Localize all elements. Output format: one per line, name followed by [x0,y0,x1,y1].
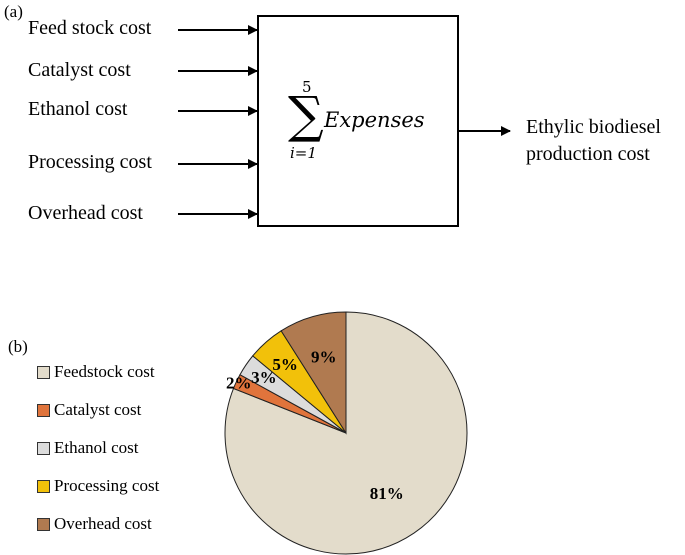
pie-label-processing: 5% [272,355,298,374]
legend-label-ethanol: Ethanol cost [54,438,139,457]
legend-label-overhead: Overhead cost [54,514,152,533]
output-label-line-2: production cost [526,143,650,165]
legend-swatch-processing [37,480,50,493]
input-label-feedstock: Feed stock cost [28,17,152,39]
summation-box [257,15,459,227]
output-label: Ethylic biodiesel production cost [526,114,661,168]
input-label-ethanol: Ethanol cost [28,98,128,120]
output-label-line-1: Ethylic biodiesel [526,116,661,138]
sum-upper-limit: 5 [302,78,312,96]
legend-label-feedstock: Feedstock cost [54,362,155,381]
input-label-processing: Processing cost [28,151,152,173]
pie-chart: 81% 2% 3%5% 9% [224,311,468,555]
summation-formula: 5 ∑ i=1 Expenses [288,78,428,172]
legend-swatch-feedstock [37,366,50,379]
legend-swatch-ethanol [37,442,50,455]
input-label-catalyst: Catalyst cost [28,59,131,81]
pie-label-feedstock: 81% [370,484,404,503]
pie-slice-overhead [280,311,347,435]
panel-b-label: (b) [8,337,28,356]
legend-swatch-catalyst [37,404,50,417]
pie-label-ethanol: 3% [251,368,277,387]
legend-label-processing: Processing cost [54,476,160,495]
legend-swatch-overhead [37,518,50,531]
pie-label-overhead: 9% [311,347,337,366]
panel-a-label: (a) [4,2,23,21]
input-label-overhead: Overhead cost [28,202,143,224]
sigma-symbol: ∑ [288,86,324,144]
sum-lower-limit: i=1 [290,144,317,162]
sum-expression: Expenses [324,108,425,132]
pie-label-catalyst: 2% [226,374,252,393]
legend-label-catalyst: Catalyst cost [54,400,142,419]
